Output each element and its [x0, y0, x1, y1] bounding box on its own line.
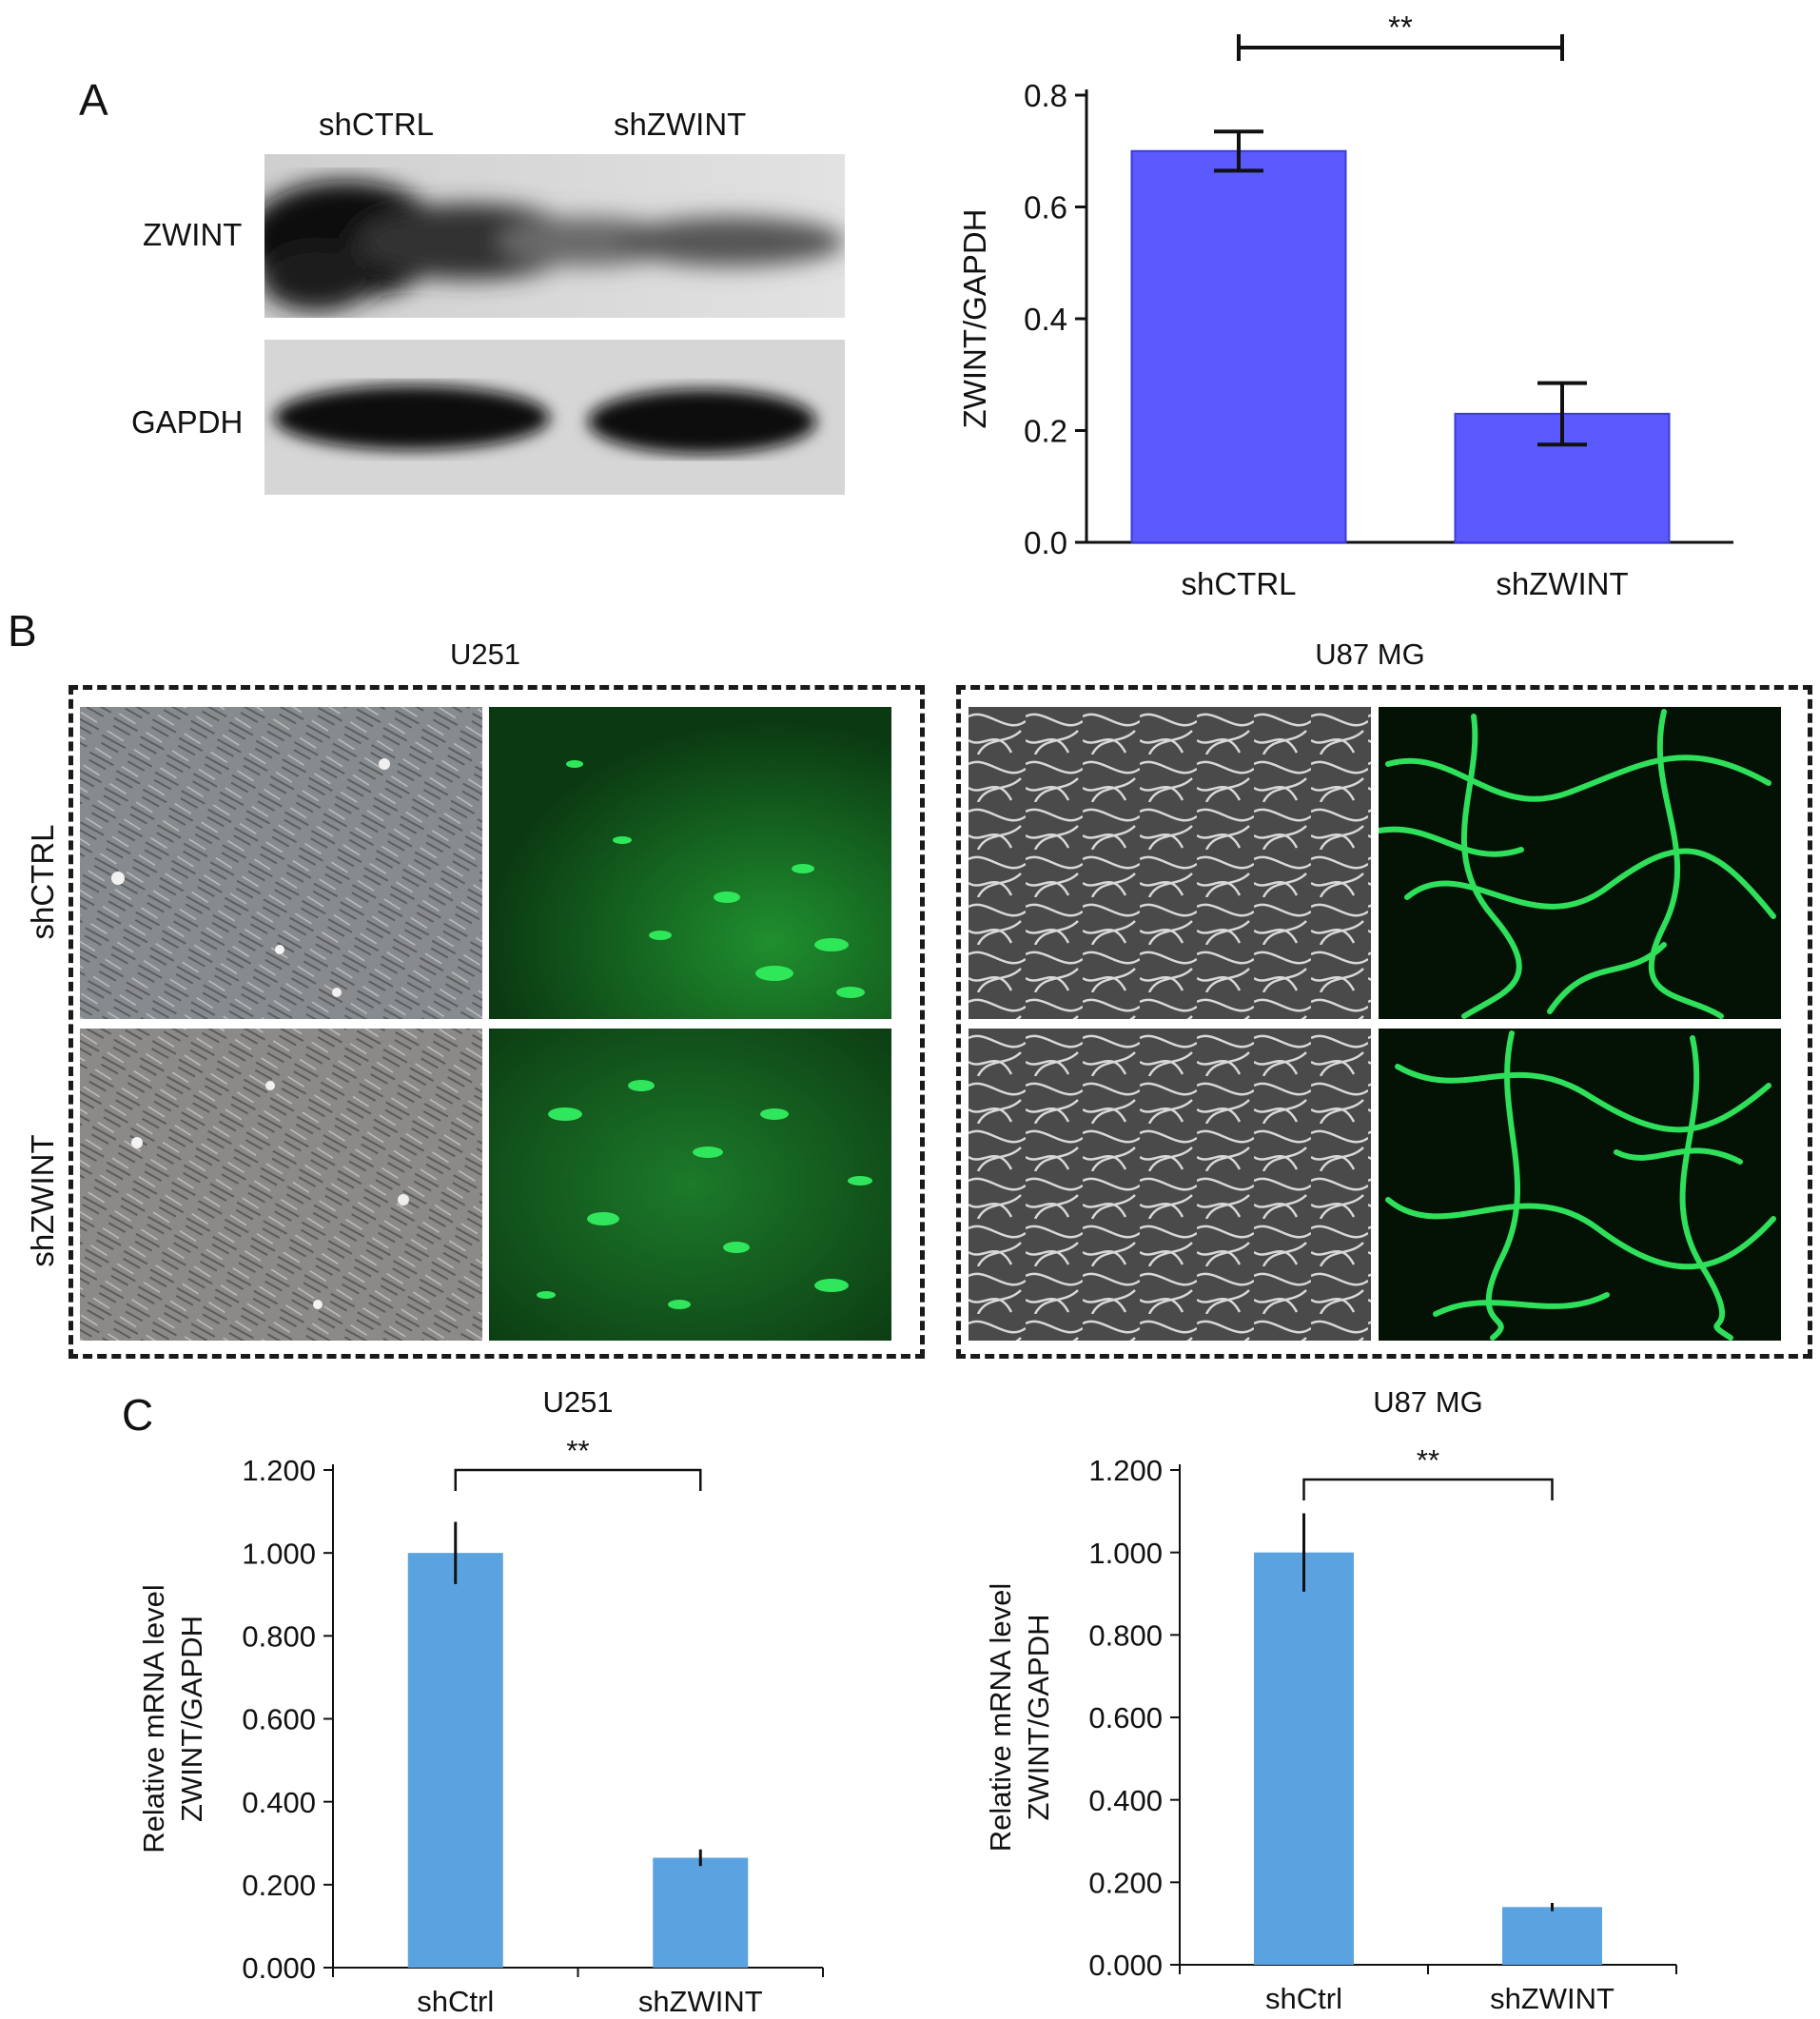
u251-shzwint-brightfield-image: [80, 1029, 482, 1341]
u87mg-image-frame: [956, 685, 1812, 1359]
chart-a-y-axis-label: ZWINT/GAPDH: [957, 209, 992, 429]
chart-a-y-tick-label: 0.8: [1024, 78, 1067, 113]
chart-c-u251-bar-shctrl: [407, 1553, 503, 1968]
chart-c-u251-significance-bracket: [454, 1468, 702, 1491]
panel-b-title-u251: U251: [449, 637, 521, 671]
panel-b-letter: B: [8, 606, 37, 656]
chart-c-u87mg-y-tick-label: 1.000: [1088, 1537, 1163, 1570]
chart-c-u87mg-y-tick-label: 0.800: [1088, 1618, 1163, 1652]
chart-c-u251-x-tick-label: shCtrl: [417, 1985, 494, 2018]
chart-a-bar-shctrl: [1130, 149, 1347, 543]
chart-c-u87mg-bar-shctrl: [1254, 1552, 1354, 1965]
panel-c-letter: C: [122, 1390, 154, 1440]
chart-a-y-tick-label: 0.0: [1024, 525, 1067, 560]
chart-c-u87mg-title: U87 MG: [1373, 1385, 1482, 1419]
u87mg-shctrl-fluorescence-image: [1379, 707, 1781, 1019]
u87mg-shzwint-fluorescence-image: [1379, 1029, 1781, 1341]
blot-lane-label-shctrl: shCTRL: [319, 107, 435, 142]
chart-c-u87mg-y-tick-label: 0.600: [1088, 1701, 1163, 1735]
u251-image-frame: [68, 685, 925, 1359]
chart-a: 0.0 0.2 0.4 0.6 0.8 shCTRL shZWINT ** ZWINT/GAPD…: [957, 10, 1733, 601]
blot-image-gapdh: [264, 340, 845, 495]
chart-c-u251-y-axis-label: ZWINT/GAPDH: [175, 1616, 208, 1822]
chart-c-u87mg: 0.000 0.200 0.400 0.600 0.800 1.000 1.200 shCtr…: [984, 1385, 1677, 2015]
blot-row-label-zwint: ZWINT: [143, 217, 243, 252]
chart-c-u87mg-significance-bracket: [1302, 1478, 1554, 1500]
chart-a-x-tick-label: shCTRL: [1181, 566, 1296, 601]
chart-a-significance-label: **: [1388, 10, 1413, 45]
chart-c-u87mg-y-tick-label: 1.200: [1088, 1454, 1163, 1487]
chart-c-u251-y-tick-label: 0.400: [242, 1786, 316, 1819]
chart-c-u87mg-bar-shzwint: [1502, 1907, 1602, 1965]
chart-c-u87mg-y-tick-label: 0.200: [1088, 1866, 1163, 1899]
chart-c-u87mg-significance-label: **: [1417, 1443, 1439, 1477]
u87mg-shzwint-brightfield-image: [969, 1029, 1371, 1341]
chart-c-u251-y-tick-label: 1.000: [242, 1537, 316, 1570]
u87mg-shctrl-brightfield-image: [969, 707, 1371, 1019]
chart-c-u251-y-tick-label: 0.000: [242, 1951, 316, 1985]
chart-c-u87mg-x-tick-label: shCtrl: [1265, 1982, 1342, 2015]
chart-a-y-tick-label: 0.4: [1024, 302, 1067, 337]
chart-c-u251-y-tick-label: 1.200: [242, 1454, 316, 1487]
chart-a-x-tick-label: shZWINT: [1496, 566, 1628, 601]
chart-a-y-tick-label: 0.6: [1024, 189, 1067, 225]
chart-c-u251-y-tick-label: 0.200: [242, 1869, 316, 1902]
chart-c-u87mg-y-tick-label: 0.000: [1088, 1949, 1163, 1982]
chart-c-u251: 0.000 0.200 0.400 0.600 0.800 1.000 1.200 shCtr…: [137, 1385, 824, 2018]
chart-c-u87mg-y-axis-label: ZWINT/GAPDH: [1022, 1615, 1055, 1821]
blot-lane-label-shzwint: shZWINT: [614, 107, 747, 142]
row-label-shctrl: shCTRL: [25, 824, 60, 940]
u251-shctrl-brightfield-image: [80, 707, 482, 1019]
chart-c-u87mg-y-axis-label: Relative mRNA level: [984, 1583, 1017, 1852]
row-label-shzwint: shZWINT: [25, 1134, 60, 1267]
panel-a-letter: A: [79, 75, 108, 125]
chart-c-u87mg-y-tick-label: 0.400: [1088, 1784, 1163, 1817]
chart-c-u251-title: U251: [542, 1385, 613, 1419]
u251-shctrl-fluorescence-image: [489, 707, 891, 1019]
u251-shzwint-fluorescence-image: [489, 1029, 891, 1341]
chart-c-u251-x-tick-label: shZWINT: [638, 1985, 763, 2018]
blot-row-label-gapdh: GAPDH: [131, 404, 244, 440]
chart-c-u251-y-tick-label: 0.800: [242, 1619, 316, 1653]
panel-b-title-u87mg: U87 MG: [1315, 637, 1425, 671]
chart-c-u251-y-axis-label: Relative mRNA level: [137, 1584, 170, 1853]
chart-c-u251-significance-label: **: [566, 1434, 589, 1467]
chart-c-u251-y-tick-label: 0.600: [242, 1703, 316, 1736]
chart-a-bar-shzwint: [1454, 412, 1671, 543]
blot-image-zwint: [264, 154, 845, 318]
chart-a-y-tick-label: 0.2: [1024, 413, 1067, 448]
chart-c-u87mg-x-tick-label: shZWINT: [1490, 1982, 1615, 2015]
chart-c-u251-bar-shzwint: [653, 1857, 749, 1968]
